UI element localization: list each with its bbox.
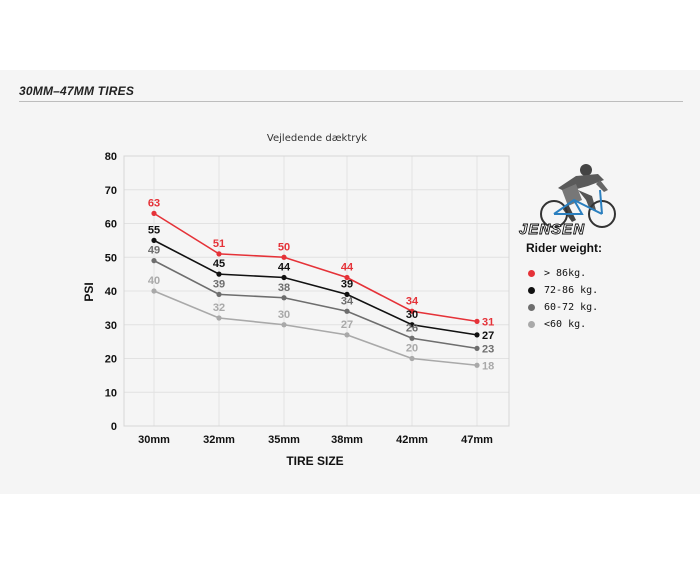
x-tick-label-3: 38mm xyxy=(331,434,363,446)
series-points xyxy=(151,210,480,368)
data-point-2-3 xyxy=(344,308,350,314)
x-tick-label-1: 32mm xyxy=(203,434,235,446)
data-label-2-4: 26 xyxy=(406,322,418,334)
y-axis: 0 10 20 30 40 50 60 70 80 xyxy=(105,151,117,433)
data-label-1-0: 55 xyxy=(148,224,160,236)
grid xyxy=(124,155,509,427)
x-tick-label-0: 30mm xyxy=(138,434,170,446)
series-lines xyxy=(153,212,478,367)
data-point-0-0 xyxy=(151,210,157,216)
data-label-2-2: 38 xyxy=(278,282,290,294)
logo-wordmark: JENSEN xyxy=(519,221,585,238)
legend-items: > 86kg. 72-86 kg. 60-72 kg. <60 kg. xyxy=(514,265,674,333)
data-point-1-4 xyxy=(409,322,415,328)
data-label-0-3: 44 xyxy=(341,262,354,274)
series-line-3 xyxy=(153,290,478,367)
data-point-0-5 xyxy=(474,318,480,324)
data-label-0-2: 50 xyxy=(278,241,290,253)
data-labels: 63 51 50 44 34 31 55 45 44 39 30 27 49 39 38 34 26 23 40 32… xyxy=(148,197,494,372)
data-point-3-5 xyxy=(474,362,480,368)
y-tick-label-2: 20 xyxy=(105,354,117,366)
y-tick-label-3: 30 xyxy=(105,320,117,332)
series-line-1 xyxy=(153,239,478,336)
data-point-3-2 xyxy=(281,322,287,328)
legend-title: Rider weight: xyxy=(526,241,603,255)
series-line-0 xyxy=(153,212,478,323)
x-tick-label-5: 47mm xyxy=(461,434,493,446)
legend-item-3: <60 kg. xyxy=(528,316,674,333)
y-tick-label-1: 10 xyxy=(105,387,117,399)
data-label-0-1: 51 xyxy=(213,238,225,250)
data-point-2-2 xyxy=(281,295,287,301)
legend-item-0: > 86kg. xyxy=(528,265,674,282)
legend-label-0: > 86kg. xyxy=(544,268,587,279)
plot-frame xyxy=(123,155,510,427)
data-point-1-0 xyxy=(151,237,157,243)
data-point-2-4 xyxy=(409,335,415,341)
data-point-1-2 xyxy=(281,274,287,281)
y-tick-label-5: 50 xyxy=(105,252,117,264)
y-axis-label: PSI xyxy=(82,282,96,301)
legend-swatch-2 xyxy=(528,304,535,311)
legend-label-1: 72-86 kg. xyxy=(544,285,599,296)
data-label-3-3: 27 xyxy=(341,319,353,331)
data-point-3-4 xyxy=(409,355,415,362)
data-label-0-5: 31 xyxy=(482,316,494,328)
data-point-3-0 xyxy=(151,288,157,294)
data-point-1-5 xyxy=(474,332,480,338)
data-label-1-1: 45 xyxy=(213,258,225,270)
data-label-3-0: 40 xyxy=(148,275,160,287)
series-line-2 xyxy=(153,259,478,350)
data-label-1-4: 30 xyxy=(406,309,418,321)
y-tick-label-4: 40 xyxy=(105,286,117,298)
data-point-3-3 xyxy=(344,332,350,338)
data-point-0-3 xyxy=(344,274,350,281)
data-point-0-4 xyxy=(409,308,415,314)
legend-item-2: 60-72 kg. xyxy=(528,299,674,316)
data-label-2-5: 23 xyxy=(482,343,494,355)
chart-title: Vejledende dæktryk xyxy=(267,133,367,144)
legend: JENSEN Rider weight: > 86kg. 72-86 kg. 60-… xyxy=(514,160,674,333)
data-point-2-5 xyxy=(474,345,480,351)
section-heading: 30MM–47MM TIRES xyxy=(19,84,135,98)
x-axis: 30mm 32mm 35mm 38mm 42mm 47mm xyxy=(138,434,493,446)
y-tick-label-7: 70 xyxy=(105,185,117,197)
data-point-0-2 xyxy=(281,254,287,260)
data-point-2-0 xyxy=(151,258,157,264)
y-tick-label-0: 0 xyxy=(111,421,117,433)
y-tick-label-8: 80 xyxy=(105,151,117,163)
legend-swatch-0 xyxy=(528,270,535,277)
data-point-3-1 xyxy=(216,315,222,321)
data-label-0-0: 63 xyxy=(148,197,160,209)
legend-swatch-3 xyxy=(528,321,535,328)
data-label-3-2: 30 xyxy=(278,309,290,321)
legend-item-1: 72-86 kg. xyxy=(528,282,674,299)
data-label-1-3: 39 xyxy=(341,278,353,290)
data-label-0-4: 34 xyxy=(406,295,419,307)
data-label-2-0: 49 xyxy=(148,245,160,257)
data-point-1-1 xyxy=(216,271,222,277)
heading-divider xyxy=(19,101,683,102)
data-point-1-3 xyxy=(344,291,350,297)
data-point-2-1 xyxy=(216,291,222,297)
x-tick-label-4: 42mm xyxy=(396,434,428,446)
y-tick-label-6: 60 xyxy=(105,219,117,231)
data-label-2-3: 34 xyxy=(341,295,354,307)
x-axis-label: TIRE SIZE xyxy=(286,454,343,468)
data-point-0-1 xyxy=(216,251,222,257)
data-label-3-5: 18 xyxy=(482,360,494,372)
chart-panel: 30MM–47MM TIRES xyxy=(0,70,700,494)
cyclist-logo-icon: JENSEN xyxy=(519,164,616,238)
data-label-2-1: 39 xyxy=(213,278,225,290)
data-label-1-5: 27 xyxy=(482,330,494,342)
data-label-1-2: 44 xyxy=(278,262,291,274)
data-label-3-4: 20 xyxy=(406,343,418,355)
data-label-3-1: 32 xyxy=(213,302,225,314)
legend-swatch-1 xyxy=(528,287,535,294)
legend-label-3: <60 kg. xyxy=(544,319,587,330)
legend-label-2: 60-72 kg. xyxy=(544,302,599,313)
x-tick-label-2: 35mm xyxy=(268,434,300,446)
